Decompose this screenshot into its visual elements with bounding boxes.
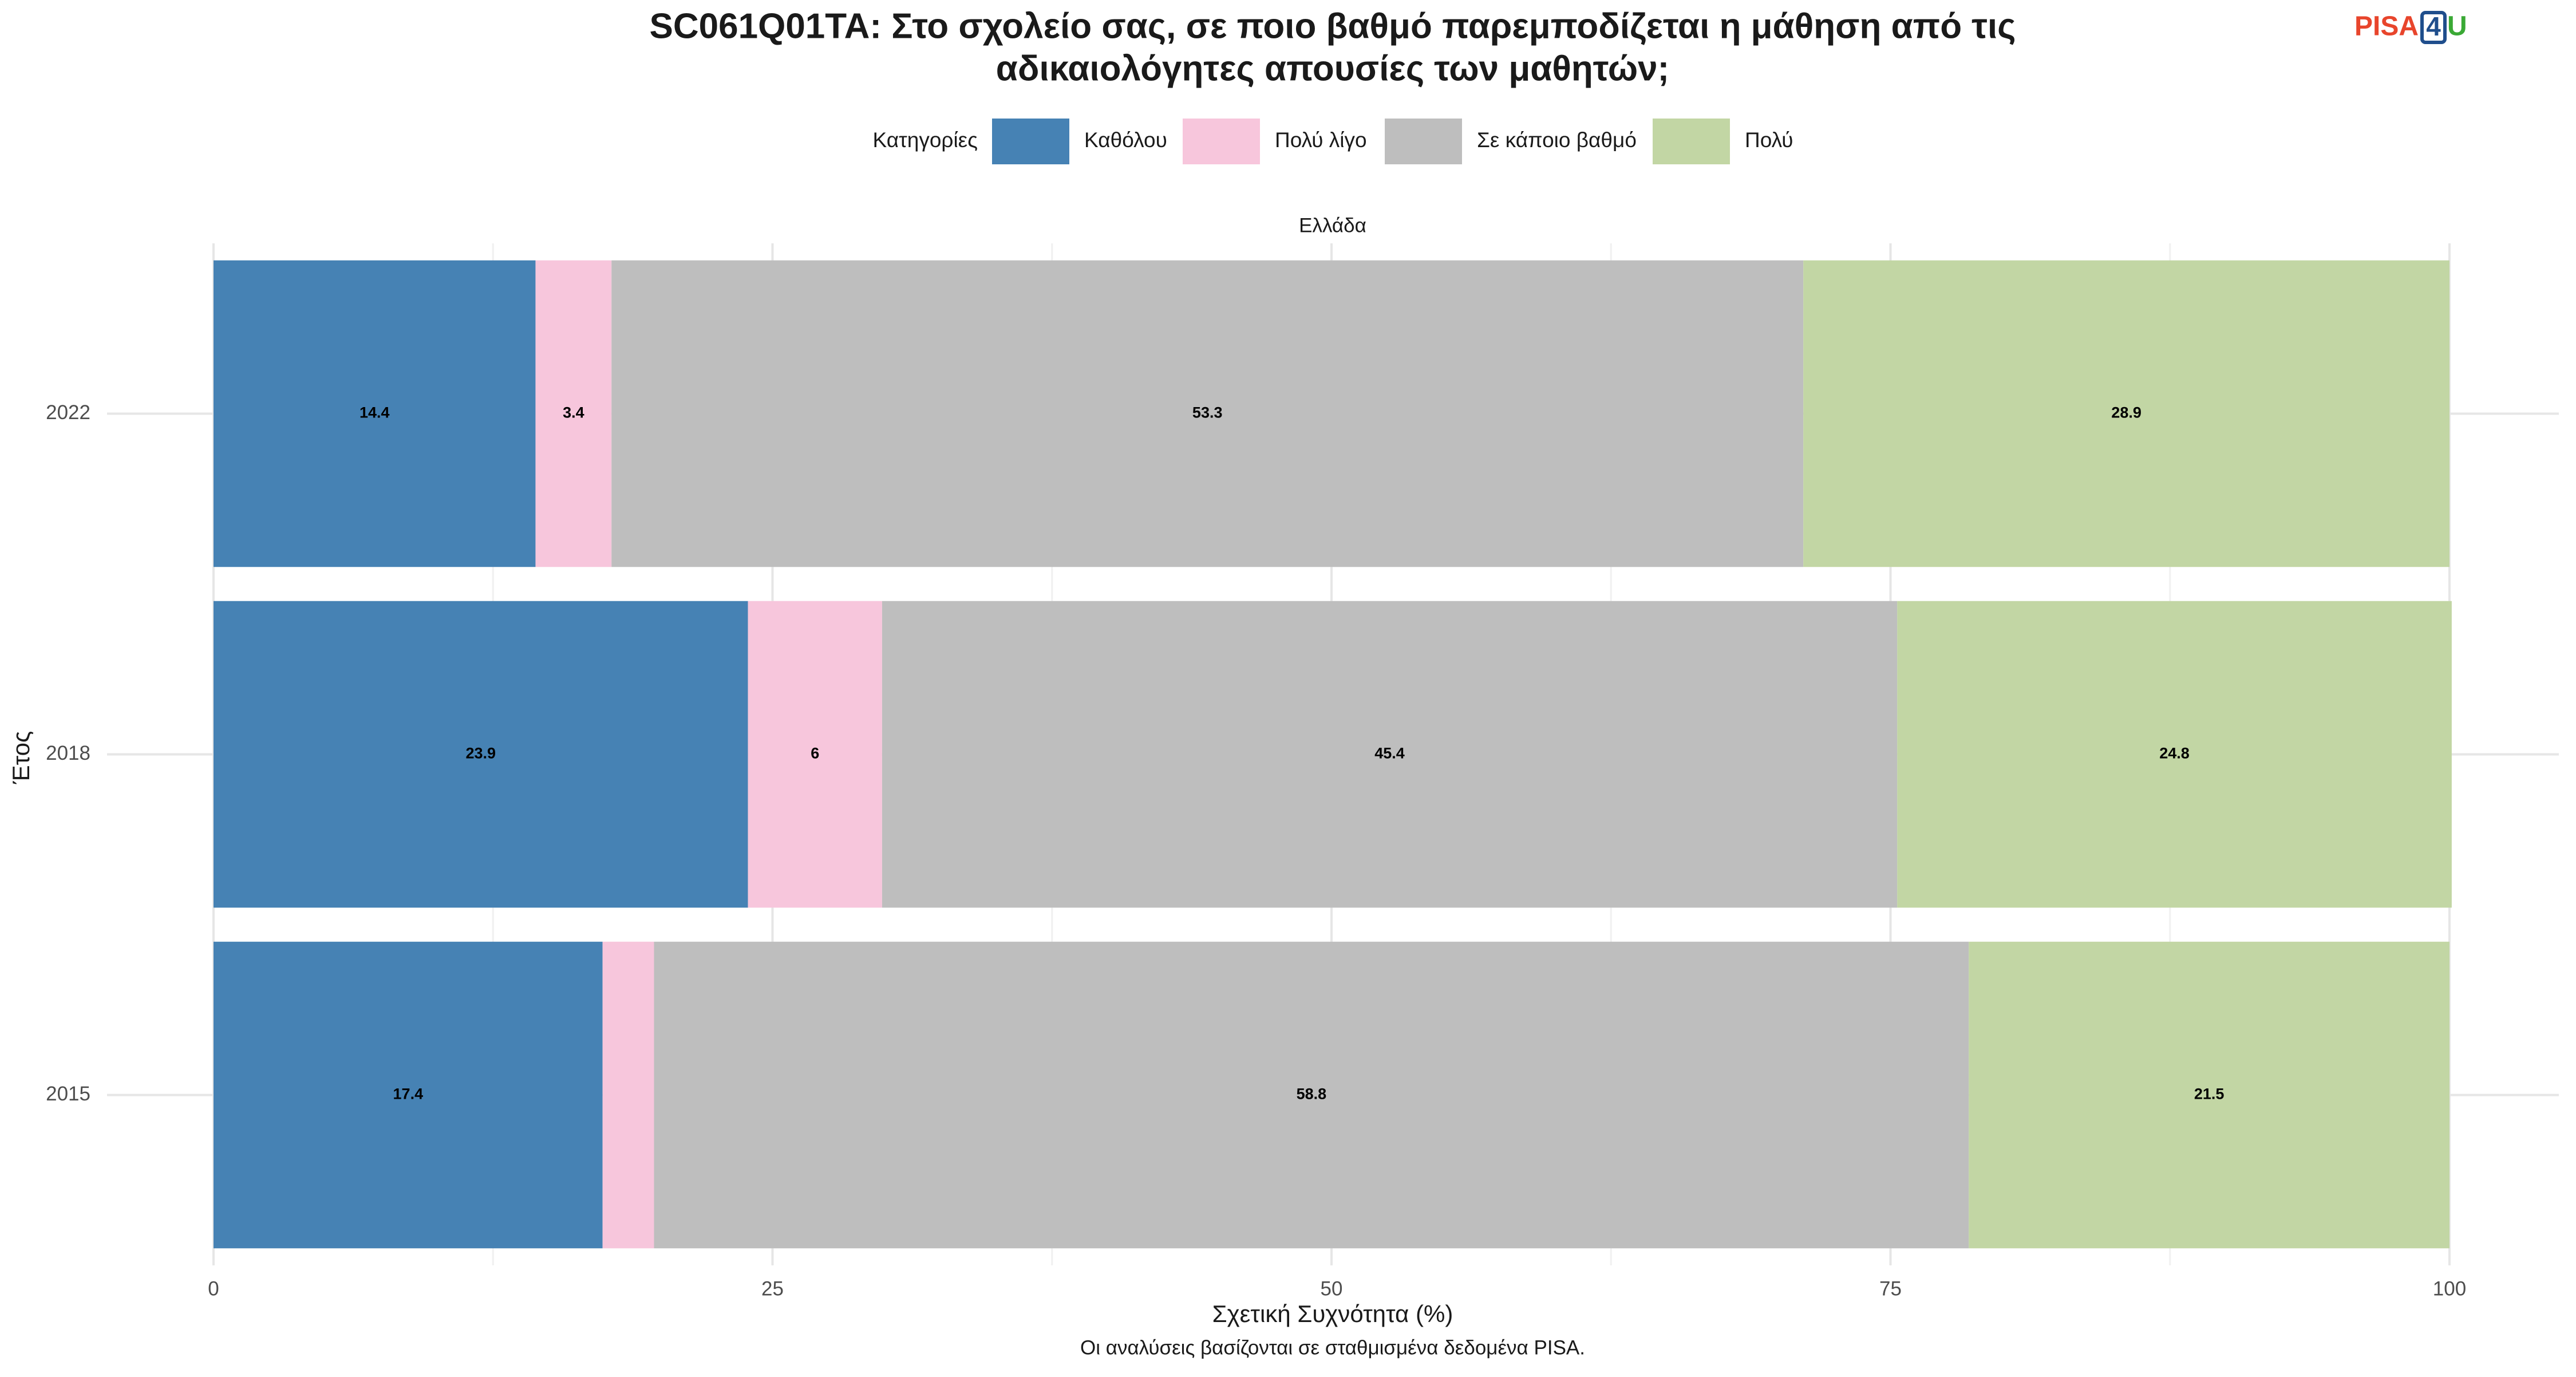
value-label: 58.8 <box>1297 1086 1327 1103</box>
y-tick-label: 2015 <box>46 1083 90 1105</box>
logo-text: U <box>2447 11 2467 42</box>
bar-segment <box>1803 260 2449 567</box>
x-tick-label: 75 <box>1879 1277 1902 1300</box>
y-tick-label: 2022 <box>46 401 90 424</box>
x-tick-label: 0 <box>208 1277 219 1300</box>
bar-segment <box>611 260 1804 567</box>
bar-segment <box>535 260 612 567</box>
value-label: 21.5 <box>2194 1086 2225 1103</box>
bar-segment <box>1897 601 2452 908</box>
legend-title: Κατηγορίες <box>873 128 978 152</box>
y-tick-label: 2018 <box>46 742 90 764</box>
legend-label: Σε κάποιο βαθμό <box>1477 128 1637 152</box>
value-label: 17.4 <box>393 1086 424 1103</box>
value-label: 6 <box>811 745 819 762</box>
bar-segment <box>214 601 748 908</box>
bar-segment <box>882 601 1898 908</box>
legend-label: Καθόλου <box>1084 128 1167 152</box>
legend-label: Πολύ <box>1745 128 1793 152</box>
facet-label: Ελλάδα <box>1299 214 1366 236</box>
x-tick-label: 50 <box>1321 1277 1343 1300</box>
x-axis-label: Σχετική Συχνότητα (%) <box>1212 1300 1453 1327</box>
legend-label: Πολύ λίγο <box>1275 128 1367 152</box>
y-axis-label: Έτος <box>7 731 34 785</box>
value-label: 53.3 <box>1192 404 1223 421</box>
value-label: 28.9 <box>2111 404 2142 421</box>
logo-text: PISA <box>2354 11 2419 42</box>
logo-text: 4 <box>2426 11 2441 41</box>
legend-swatch <box>1653 119 1730 164</box>
legend-swatch <box>1183 119 1260 164</box>
bar-segment <box>748 601 882 908</box>
value-label: 14.4 <box>359 404 390 421</box>
x-tick-label: 100 <box>2433 1277 2466 1300</box>
bar-segment <box>602 941 654 1249</box>
bar-segment <box>214 941 603 1249</box>
value-label: 3.4 <box>563 404 584 421</box>
legend-swatch <box>992 119 1069 164</box>
caption: Οι αναλύσεις βασίζονται σε σταθμισμένα δ… <box>1080 1336 1585 1359</box>
x-tick-label: 25 <box>761 1277 784 1300</box>
legend-swatch <box>1385 119 1462 164</box>
value-label: 24.8 <box>2159 745 2190 762</box>
chart-title: αδικαιολόγητες απουσίες των μαθητών; <box>996 49 1669 88</box>
value-label: 45.4 <box>1374 745 1405 762</box>
chart-title: SC061Q01TA: Στο σχολείο σας, σε ποιο βαθ… <box>650 6 2016 46</box>
logo-box <box>2420 11 2447 44</box>
bar-segment <box>214 260 536 567</box>
bar-segment <box>654 941 1969 1249</box>
value-label: 23.9 <box>465 745 496 762</box>
bar-segment <box>1969 941 2449 1249</box>
